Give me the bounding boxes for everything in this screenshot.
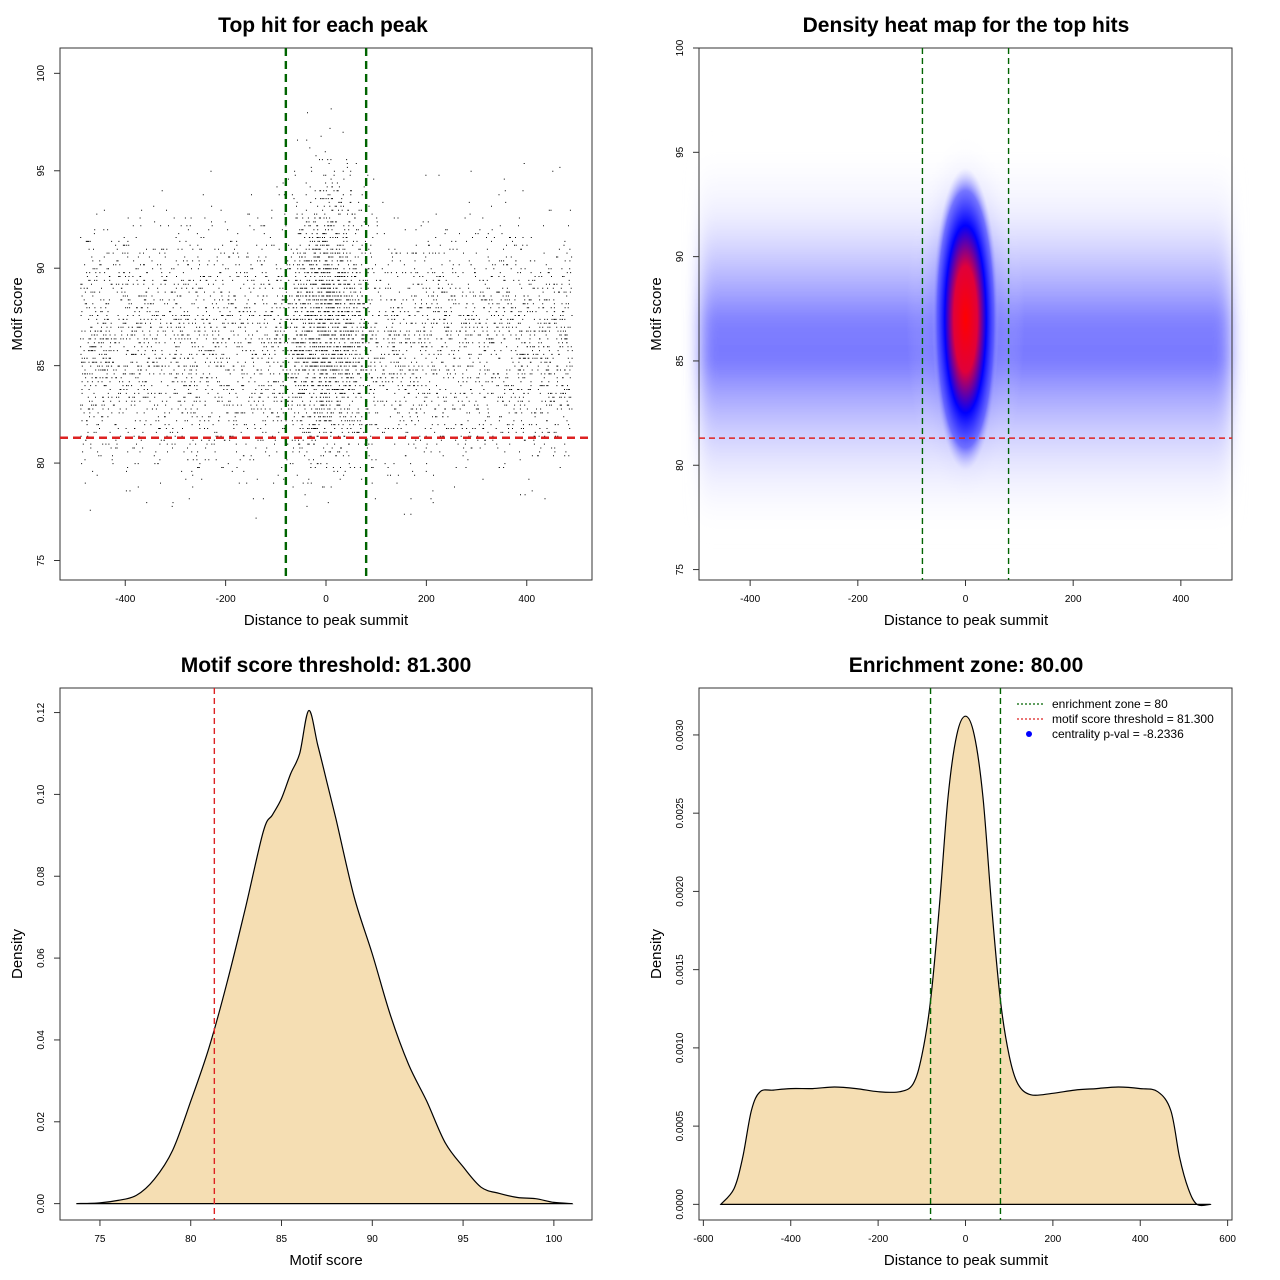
- heatmap-title: Density heat map for the top hits: [803, 14, 1130, 37]
- heatmap-y-tick-label: 100: [675, 39, 686, 56]
- scatter-plot-frame: [60, 48, 592, 580]
- distance-x-tick-label: -400: [781, 1234, 801, 1245]
- scatter-y-tick-label: 75: [36, 555, 47, 567]
- heatmap-x-tick-label: 0: [963, 594, 969, 605]
- scatter-y-tick-label: 85: [36, 360, 47, 372]
- scatter-xlabel: Distance to peak summit: [244, 612, 409, 629]
- heatmap-y-tick-label: 75: [675, 564, 686, 576]
- heatmap-x-tick-label: 200: [1065, 594, 1082, 605]
- legend-threshold-label: motif score threshold = 81.300: [1052, 712, 1214, 726]
- distance-y-tick-label: 0.0030: [675, 719, 686, 750]
- score-x-tick-label: 90: [367, 1234, 379, 1245]
- distance-x-tick-label: 200: [1045, 1234, 1062, 1245]
- panel-heatmap: Density heat map for the top hits -400 -2…: [648, 14, 1232, 629]
- panel-score-density: Motif score threshold: 81.300 75 80 85 90 95…: [9, 654, 592, 1269]
- score-x-tick-label: 100: [546, 1234, 563, 1245]
- score-x-tick-label: 85: [276, 1234, 288, 1245]
- score-y-tick-label: 0.12: [36, 702, 47, 722]
- distance-density-xlabel: Distance to peak summit: [884, 1252, 1049, 1269]
- heatmap-xlabel: Distance to peak summit: [884, 612, 1049, 629]
- score-density-title: Motif score threshold: 81.300: [181, 654, 472, 677]
- scatter-y-tick-label: 80: [36, 457, 47, 469]
- distance-x-tick-label: 400: [1132, 1234, 1149, 1245]
- distance-density-fill: [721, 716, 1210, 1205]
- scatter-y-tick-label: 100: [36, 65, 47, 82]
- distance-x-tick-label: 600: [1219, 1234, 1236, 1245]
- panel-scatter: Top hit for each peak -400 -200 0 200 400 75…: [9, 14, 592, 629]
- distance-y-tick-label: 0.0015: [675, 954, 686, 985]
- heatmap-x-tick-label: 400: [1173, 594, 1190, 605]
- scatter-x-tick-label: -200: [216, 594, 236, 605]
- scatter-points: [80, 108, 573, 518]
- score-density-ylabel: Density: [9, 928, 26, 979]
- scatter-y-tick-label: 90: [36, 262, 47, 274]
- score-density-fill: [76, 710, 572, 1203]
- scatter-point-cloud: [80, 108, 573, 518]
- legend-enrichment-label: enrichment zone = 80: [1052, 697, 1168, 711]
- scatter-x-tick-label: -400: [115, 594, 135, 605]
- distance-y-tick-label: 0.0000: [675, 1189, 686, 1220]
- distance-x-tick-label: 0: [963, 1234, 969, 1245]
- heatmap-y-tick-label: 80: [675, 459, 686, 471]
- distance-y-tick-label: 0.0010: [675, 1032, 686, 1063]
- score-y-tick-label: 0.06: [36, 948, 47, 968]
- scatter-title: Top hit for each peak: [218, 14, 428, 37]
- distance-y-tick-label: 0.0005: [675, 1110, 686, 1141]
- legend-centrality-label: centrality p-val = -8.2336: [1052, 727, 1184, 741]
- scatter-y-tick-label: 95: [36, 165, 47, 177]
- panel-distance-density: Enrichment zone: 80.00 -600 -400 -200 0 200 4…: [648, 654, 1236, 1269]
- distance-density-title: Enrichment zone: 80.00: [849, 654, 1084, 677]
- distance-y-tick-label: 0.0020: [675, 876, 686, 907]
- distance-x-tick-label: -200: [868, 1234, 888, 1245]
- heatmap-y-tick-label: 90: [675, 251, 686, 263]
- figure: Top hit for each peak -400 -200 0 200 400 75…: [0, 0, 1280, 1280]
- score-y-tick-label: 0.02: [36, 1112, 47, 1132]
- heatmap-y-tick-label: 95: [675, 146, 686, 158]
- score-x-tick-label: 75: [94, 1234, 106, 1245]
- heatmap-density: [700, 131, 1231, 538]
- score-x-tick-label: 80: [185, 1234, 197, 1245]
- score-y-tick-label: 0.04: [36, 1030, 47, 1050]
- legend-centrality-point: [1026, 731, 1032, 737]
- heatmap-x-tick-label: -400: [740, 594, 760, 605]
- score-density-xlabel: Motif score: [289, 1252, 362, 1269]
- score-y-tick-label: 0.08: [36, 866, 47, 886]
- distance-x-tick-label: -600: [693, 1234, 713, 1245]
- distance-density-ylabel: Density: [648, 928, 665, 979]
- scatter-ylabel: Motif score: [9, 277, 26, 350]
- heatmap-hotspot: [932, 168, 999, 471]
- heatmap-x-tick-label: -200: [848, 594, 868, 605]
- distance-y-tick-label: 0.0025: [675, 797, 686, 828]
- scatter-x-tick-label: 400: [518, 594, 535, 605]
- scatter-x-tick-label: 200: [418, 594, 435, 605]
- score-y-tick-label: 0.00: [36, 1193, 47, 1213]
- heatmap-y-tick-label: 85: [675, 355, 686, 367]
- scatter-x-tick-label: 0: [323, 594, 329, 605]
- score-x-tick-label: 95: [458, 1234, 470, 1245]
- distance-density-legend: enrichment zone = 80 motif score thresho…: [1017, 697, 1214, 741]
- heatmap-ylabel: Motif score: [648, 277, 665, 350]
- score-y-tick-label: 0.10: [36, 784, 47, 804]
